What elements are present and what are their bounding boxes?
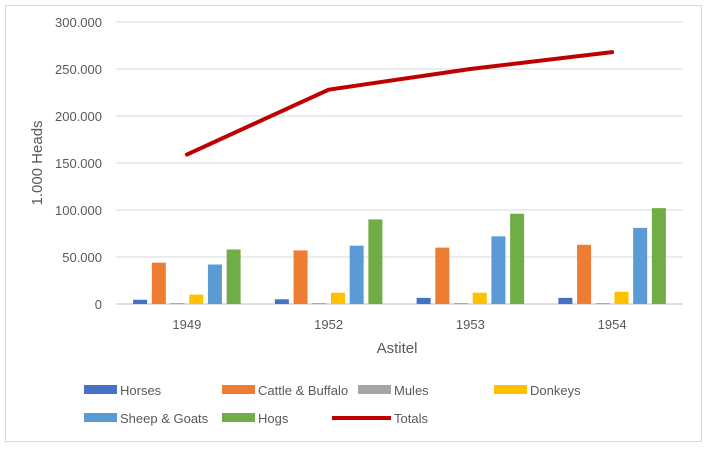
x-axis-ticks: 1949 1952 1953 1954 bbox=[172, 317, 626, 332]
x-axis-title: Astitel bbox=[377, 340, 418, 357]
bar bbox=[349, 245, 364, 304]
legend-label: Horses bbox=[120, 383, 162, 398]
bar bbox=[330, 292, 345, 304]
legend-swatch bbox=[222, 413, 255, 422]
legend-label: Hogs bbox=[258, 411, 289, 426]
x-tick-label: 1952 bbox=[314, 317, 343, 332]
bar bbox=[558, 297, 573, 304]
legend-label: Totals bbox=[394, 411, 428, 426]
legend-swatch bbox=[222, 385, 255, 394]
bar bbox=[312, 303, 327, 304]
legend-label: Mules bbox=[394, 383, 429, 398]
y-tick-label: 100.000 bbox=[55, 203, 102, 218]
bar bbox=[651, 208, 666, 304]
bar bbox=[454, 303, 469, 304]
bars bbox=[133, 208, 666, 304]
legend-label: Cattle & Buffalo bbox=[258, 383, 348, 398]
gridlines bbox=[116, 21, 683, 305]
bar bbox=[133, 299, 148, 304]
legend: Horses Cattle & Buffalo Mules Donkeys Sheep … bbox=[84, 383, 581, 426]
legend-swatch bbox=[84, 413, 117, 422]
y-axis-ticks: 0 50.000 100.000 150.000 200.000 250.000 300.0… bbox=[55, 15, 102, 312]
legend-swatch bbox=[494, 385, 527, 394]
bar bbox=[491, 236, 506, 304]
chart-frame bbox=[5, 5, 702, 442]
bar bbox=[510, 213, 525, 304]
legend-swatch bbox=[84, 385, 117, 394]
y-axis-title: 1.000 Heads bbox=[29, 120, 46, 205]
y-tick-label: 250.000 bbox=[55, 62, 102, 77]
x-tick-label: 1954 bbox=[598, 317, 627, 332]
bar bbox=[151, 262, 166, 304]
bar bbox=[274, 299, 289, 304]
bar bbox=[226, 249, 241, 304]
bar bbox=[472, 292, 487, 304]
x-tick-label: 1949 bbox=[172, 317, 201, 332]
bar bbox=[435, 247, 450, 304]
bar bbox=[293, 250, 308, 304]
bar bbox=[368, 219, 383, 304]
y-tick-label: 300.000 bbox=[55, 15, 102, 30]
bar bbox=[416, 297, 431, 304]
legend-label: Donkeys bbox=[530, 383, 581, 398]
y-tick-label: 0 bbox=[95, 297, 102, 312]
bar bbox=[577, 244, 592, 304]
bar bbox=[614, 291, 629, 304]
bar bbox=[170, 303, 185, 304]
y-tick-label: 200.000 bbox=[55, 109, 102, 124]
bar bbox=[633, 227, 648, 304]
bar bbox=[189, 294, 204, 304]
lines bbox=[184, 50, 615, 157]
legend-swatch bbox=[358, 385, 391, 394]
y-tick-label: 150.000 bbox=[55, 156, 102, 171]
series-line bbox=[184, 50, 615, 157]
legend-label: Sheep & Goats bbox=[120, 411, 209, 426]
x-tick-label: 1953 bbox=[456, 317, 485, 332]
bar bbox=[595, 303, 610, 304]
y-tick-label: 50.000 bbox=[62, 250, 102, 265]
bar bbox=[207, 264, 222, 304]
